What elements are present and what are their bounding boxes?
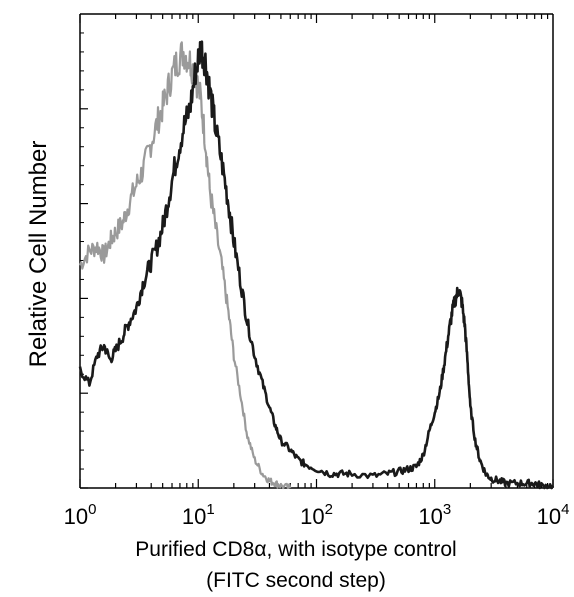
x-tick-exponent: 4 — [561, 501, 569, 518]
x-tick-exponent: 0 — [88, 501, 96, 518]
y-axis-label: Relative Cell Number — [25, 141, 52, 368]
x-tick-label: 104 — [537, 501, 570, 529]
x-tick-label: 100 — [64, 501, 97, 529]
isotype-control-histogram-line — [78, 41, 292, 490]
cd8-histogram-line — [78, 40, 555, 490]
x-tick-base: 10 — [182, 504, 206, 529]
x-tick-label: 103 — [418, 501, 451, 529]
x-tick-base: 10 — [418, 504, 442, 529]
x-tick-exponent: 2 — [325, 501, 333, 518]
x-tick-base: 10 — [537, 504, 561, 529]
x-axis-label-line2: (FITC second step) — [206, 569, 386, 592]
series-layer — [78, 40, 555, 490]
x-tick-exponent: 3 — [443, 501, 451, 518]
x-tick-base: 10 — [64, 504, 88, 529]
x-tick-label: 101 — [182, 501, 215, 529]
x-tick-base: 10 — [300, 504, 324, 529]
x-tick-exponent: 1 — [206, 501, 214, 518]
x-axis-label-line1: Purified CD8α, with isotype control — [135, 538, 456, 561]
ticks-layer — [79, 13, 554, 489]
x-tick-label: 102 — [300, 501, 333, 529]
labels-layer: 100 101 102 103 104 — [64, 501, 570, 529]
